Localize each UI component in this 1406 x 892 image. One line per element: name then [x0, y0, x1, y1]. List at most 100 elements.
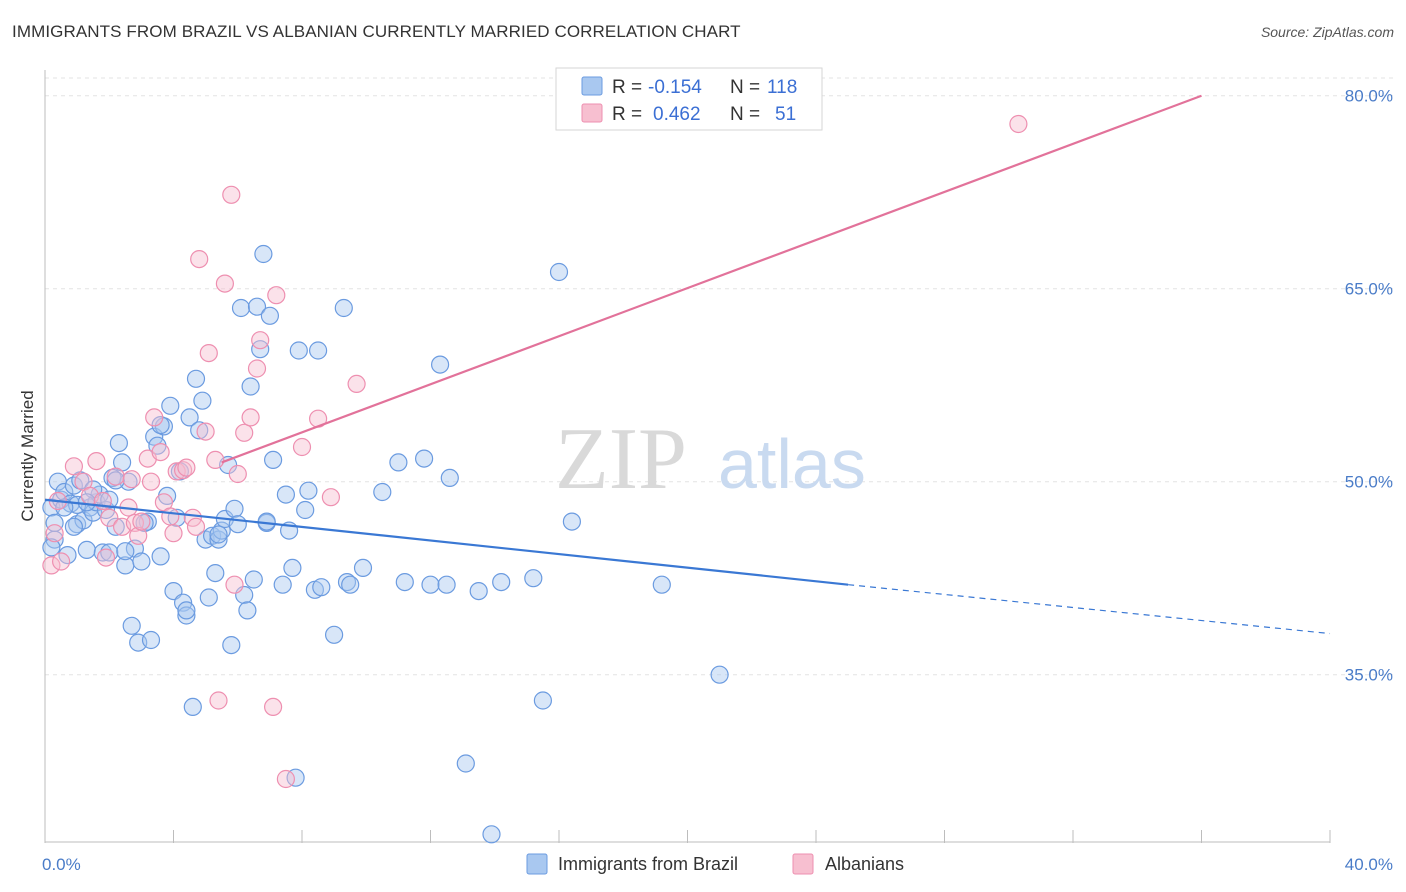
brazil-point-83 — [337, 572, 357, 592]
albanian-point-10 — [100, 508, 119, 527]
brazil-point-93 — [440, 468, 459, 487]
brazil-point-80 — [312, 578, 331, 597]
brazil-point-59 — [231, 298, 251, 318]
legend-r-label-1: R = — [612, 77, 642, 98]
brazil-point-69 — [264, 450, 283, 469]
brazil-point-117 — [42, 538, 61, 557]
brazil-point-101 — [562, 512, 582, 531]
brazil-point-96 — [482, 825, 501, 844]
brazil-point-63 — [244, 570, 263, 589]
brazil-point-99 — [533, 691, 553, 710]
legend-n-value-1: 118 — [767, 77, 797, 98]
albanian-point-19 — [141, 472, 161, 491]
brazil-point-89 — [415, 449, 434, 468]
y-tick-label-2: 65.0% — [1345, 280, 1393, 299]
brazil-point-26 — [122, 616, 141, 635]
albanian-point-0 — [42, 556, 61, 575]
watermark-atlas: atlas — [718, 425, 866, 503]
albanian-point-46 — [292, 437, 312, 457]
brazil-point-75 — [289, 341, 308, 360]
watermark-zip: ZIP — [555, 411, 687, 508]
brazil-point-88 — [395, 572, 414, 592]
brazil-trend-extension — [848, 584, 1331, 635]
albanian-point-35 — [215, 274, 234, 293]
brazil-point-5 — [55, 482, 74, 502]
brazil-point-62 — [241, 377, 260, 396]
albanian-point-11 — [106, 467, 125, 486]
albanian-point-36 — [222, 185, 241, 204]
brazil-point-115 — [106, 471, 125, 490]
brazil-point-47 — [193, 391, 212, 410]
brazil-point-49 — [199, 588, 218, 607]
brazil-point-103 — [710, 665, 729, 684]
brazil-point-22 — [109, 434, 129, 453]
brazil-point-42 — [177, 606, 196, 625]
albanian-point-24 — [164, 524, 183, 543]
y-tick-label-0: 35.0% — [1345, 666, 1393, 685]
albanian-point-34 — [209, 691, 228, 710]
albanian-point-49 — [347, 374, 366, 393]
bottom-legend-swatch-albanians — [792, 853, 814, 875]
legend-n-value-2: 51 — [775, 104, 796, 125]
albanian-point-20 — [145, 408, 164, 427]
brazil-point-77 — [299, 481, 318, 500]
x-tick-label-1: 40.0% — [1345, 855, 1393, 874]
correlation-legend: R = -0.154 N = 118 R = 0.462 N = 51 — [555, 67, 823, 131]
brazil-point-90 — [421, 575, 440, 594]
brazil-trend-line — [44, 498, 849, 586]
albanian-point-39 — [235, 423, 254, 442]
brazil-point-85 — [353, 558, 373, 578]
brazil-point-76 — [296, 500, 315, 520]
brazil-point-98 — [524, 569, 543, 588]
albanian-point-4 — [64, 457, 84, 476]
albanian-point-27 — [177, 458, 196, 477]
brazil-point-82 — [334, 298, 353, 318]
albanian-point-26 — [174, 461, 193, 480]
brazil-point-95 — [469, 581, 488, 601]
brazil-point-109 — [209, 525, 228, 544]
series-legend: Immigrants from Brazil Albanians — [526, 853, 904, 875]
brazil-point-87 — [389, 453, 408, 472]
brazil-point-110 — [177, 601, 196, 620]
brazil-point-0 — [42, 498, 61, 517]
albanian-point-9 — [96, 548, 116, 567]
albanian-point-44 — [267, 286, 286, 305]
brazil-point-106 — [64, 517, 84, 536]
albanian-point-42 — [251, 331, 270, 350]
albanian-point-43 — [264, 697, 283, 717]
legend-r-value-2: 0.462 — [653, 104, 701, 125]
legend-swatch-blue — [581, 76, 603, 96]
series-brazil-points — [42, 244, 729, 844]
albanian-point-33 — [206, 450, 225, 469]
brazil-point-91 — [431, 355, 450, 374]
brazil-point-43 — [180, 408, 199, 427]
brazil-point-45 — [186, 369, 206, 388]
y-tick-labels: 35.0% 50.0% 65.0% 80.0% — [1345, 87, 1393, 685]
bottom-legend-swatch-brazil — [526, 853, 548, 875]
brazil-point-64 — [247, 297, 267, 316]
brazil-point-46 — [190, 421, 209, 440]
brazil-point-21 — [106, 517, 125, 536]
y-tick-label-3: 80.0% — [1345, 87, 1393, 106]
legend-swatch-pink — [581, 103, 603, 123]
brazil-point-102 — [652, 575, 671, 594]
legend-n-label-1: N = — [730, 77, 760, 98]
albanian-point-40 — [241, 408, 260, 427]
brazil-point-51 — [206, 563, 225, 583]
brazil-point-17 — [93, 543, 112, 562]
brazil-point-34 — [151, 547, 170, 566]
brazil-point-112 — [116, 542, 135, 561]
brazil-point-58 — [228, 515, 247, 534]
brazil-point-12 — [77, 540, 96, 560]
albanian-point-50 — [1009, 114, 1028, 134]
albanian-point-1 — [45, 524, 64, 543]
brazil-point-68 — [260, 306, 279, 325]
albanian-point-16 — [129, 526, 148, 545]
brazil-point-79 — [309, 341, 328, 360]
brazil-point-74 — [286, 768, 305, 787]
brazil-point-70 — [273, 575, 292, 594]
y-axis-title: Currently Married — [18, 390, 37, 521]
brazil-point-2 — [45, 513, 64, 533]
watermark: ZIP atlas — [555, 411, 866, 508]
albanian-point-23 — [161, 507, 180, 526]
